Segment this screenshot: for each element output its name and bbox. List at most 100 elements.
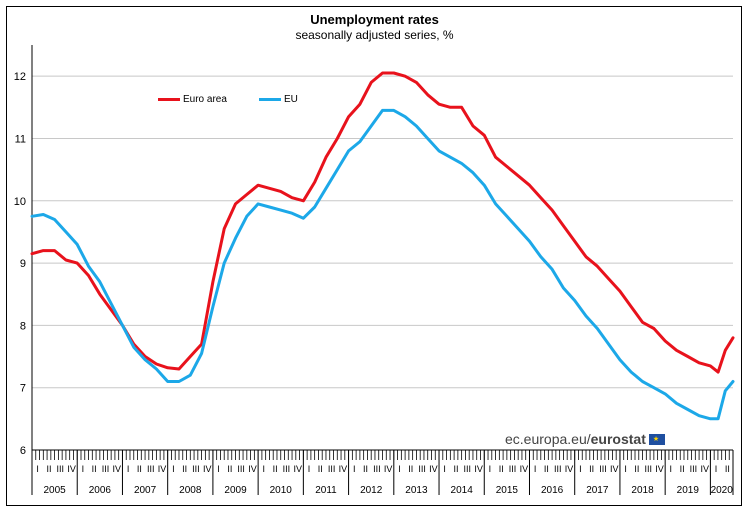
quarter-label-2014-4: IV	[474, 464, 483, 474]
legend-label-eu: EU	[284, 93, 298, 105]
quarter-label-2014-2: II	[453, 464, 458, 474]
quarter-label-2012-2: II	[363, 464, 368, 474]
quarter-label-2018-4: IV	[655, 464, 664, 474]
quarter-label-2010-4: IV	[293, 464, 302, 474]
quarter-label-2016-4: IV	[565, 464, 574, 474]
grid-layer	[32, 75, 733, 451]
quarter-label-2015-2: II	[499, 464, 504, 474]
eu-flag-icon	[648, 433, 665, 445]
quarter-label-2017-2: II	[589, 464, 594, 474]
source-note: ec.europa.eu/eurostat	[505, 431, 665, 447]
quarter-label-2013-3: III	[418, 464, 426, 474]
quarter-label-2005-1: I	[36, 464, 39, 474]
year-label-2012: 2012	[360, 485, 383, 496]
quarter-label-2016-2: II	[544, 464, 549, 474]
quarter-label-2011-4: IV	[339, 464, 348, 474]
quarter-label-2007-4: IV	[158, 464, 167, 474]
quarter-label-2006-3: III	[102, 464, 110, 474]
year-label-2011: 2011	[315, 485, 337, 496]
year-label-2013: 2013	[405, 485, 428, 496]
quarter-label-2014-1: I	[443, 464, 446, 474]
year-label-2006: 2006	[89, 485, 112, 496]
quarter-label-2017-4: IV	[610, 464, 619, 474]
quarter-label-2008-3: III	[192, 464, 200, 474]
year-label-2007: 2007	[134, 485, 157, 496]
legend-swatch-euro-area	[158, 97, 180, 101]
quarter-label-2010-3: III	[283, 464, 291, 474]
chart-title: Unemployment rates	[310, 12, 439, 27]
quarter-label-2010-1: I	[263, 464, 266, 474]
quarter-label-2007-3: III	[147, 464, 155, 474]
quarter-label-2011-1: I	[308, 464, 311, 474]
quarter-label-2008-2: II	[182, 464, 187, 474]
legend-item-eu: EU	[259, 92, 298, 106]
quarter-label-2010-2: II	[273, 464, 278, 474]
quarter-label-2009-2: II	[227, 464, 232, 474]
quarter-label-2013-2: II	[408, 464, 413, 474]
y-tick-label-11: 11	[15, 133, 26, 145]
year-label-2010: 2010	[270, 485, 293, 496]
quarter-label-2009-1: I	[217, 464, 220, 474]
quarter-label-2019-2: II	[680, 464, 685, 474]
quarter-label-2015-3: III	[509, 464, 517, 474]
legend-item-euro-area: Euro area	[158, 92, 227, 106]
quarter-label-2015-4: IV	[520, 464, 529, 474]
series-layer	[30, 71, 735, 421]
year-label-2009: 2009	[224, 485, 247, 496]
quarter-label-2012-1: I	[353, 464, 356, 474]
quarter-label-2005-2: II	[46, 464, 51, 474]
source-prefix: ec.europa.eu/	[505, 431, 591, 447]
quarter-label-2011-3: III	[328, 464, 336, 474]
quarter-label-2020-2: II	[725, 464, 730, 474]
quarter-label-2020-1: I	[715, 464, 718, 474]
quarter-label-2019-1: I	[670, 464, 673, 474]
quarter-label-2016-3: III	[554, 464, 562, 474]
quarter-label-2014-3: III	[464, 464, 472, 474]
year-label-2015: 2015	[496, 485, 519, 496]
y-tick-label-8: 8	[20, 320, 26, 332]
year-label-2008: 2008	[179, 485, 202, 496]
chart-frame	[6, 6, 742, 506]
quarter-label-2013-4: IV	[429, 464, 438, 474]
y-tick-label-6: 6	[20, 445, 26, 457]
source-brand: eurostat	[590, 431, 646, 447]
y-tick-label-9: 9	[20, 258, 26, 270]
year-label-2005: 2005	[43, 485, 66, 496]
chart-subtitle: seasonally adjusted series, %	[295, 28, 454, 42]
quarter-label-2018-1: I	[624, 464, 627, 474]
quarter-label-2007-1: I	[127, 464, 130, 474]
quarter-label-2008-1: I	[172, 464, 175, 474]
quarter-label-2018-2: II	[634, 464, 639, 474]
quarter-label-2017-1: I	[579, 464, 582, 474]
year-label-2019: 2019	[677, 485, 700, 496]
legend-label-euro-area: Euro area	[183, 93, 227, 105]
quarter-label-2012-3: III	[373, 464, 381, 474]
quarter-label-2005-3: III	[57, 464, 65, 474]
year-label-2017: 2017	[586, 485, 609, 496]
quarter-label-2019-3: III	[690, 464, 698, 474]
quarter-label-2005-4: IV	[67, 464, 76, 474]
year-label-2018: 2018	[631, 485, 654, 496]
quarter-label-2009-3: III	[237, 464, 245, 474]
quarter-label-2018-3: III	[644, 464, 652, 474]
quarter-label-2016-1: I	[534, 464, 537, 474]
quarter-label-2011-2: II	[318, 464, 323, 474]
quarter-label-2006-2: II	[92, 464, 97, 474]
quarter-label-2012-4: IV	[384, 464, 393, 474]
y-tick-label-10: 10	[14, 196, 26, 208]
legend-swatch-eu	[259, 97, 281, 101]
y-tick-label-7: 7	[20, 383, 26, 395]
year-label-2016: 2016	[541, 485, 564, 496]
quarter-label-2015-1: I	[489, 464, 492, 474]
quarter-label-2006-1: I	[82, 464, 85, 474]
quarter-label-2006-4: IV	[113, 464, 122, 474]
series-line-eu	[30, 108, 735, 421]
quarter-label-2013-1: I	[398, 464, 401, 474]
quarter-label-2019-4: IV	[700, 464, 709, 474]
y-tick-label-12: 12	[14, 71, 26, 83]
quarter-label-2017-3: III	[599, 464, 607, 474]
year-label-2014: 2014	[451, 485, 474, 496]
quarter-label-2007-2: II	[137, 464, 142, 474]
